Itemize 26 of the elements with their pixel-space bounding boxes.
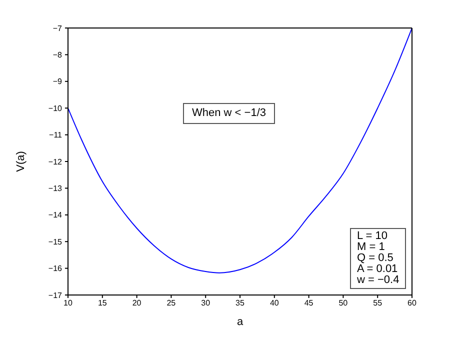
x-tick-label: 10 (64, 298, 73, 308)
annotation: When w < −1/3 (183, 103, 275, 124)
x-tick-label: 30 (201, 298, 211, 308)
x-tick-label: 55 (373, 298, 383, 308)
annotation: L = 10 M = 1 Q = 0.5 A = 0.01 w = −0.4 (350, 228, 406, 289)
x-tick-label: 40 (270, 298, 280, 308)
y-tick-label: −14 (48, 210, 63, 220)
y-tick-label: −7 (52, 24, 63, 33)
y-tick-label: −16 (48, 264, 63, 274)
y-tick-label: −11 (49, 130, 63, 140)
y-tick-label: −9 (52, 77, 63, 86)
y-tick-label: −8 (52, 50, 63, 60)
x-tick-label: 60 (408, 298, 417, 308)
y-tick-label: −10 (48, 104, 63, 113)
x-tick-label: 20 (132, 298, 142, 308)
y-tick-label: −15 (48, 237, 63, 246)
y-tick-label: −17 (48, 290, 63, 300)
x-tick-label: 15 (98, 298, 108, 308)
y-tick-label: −13 (48, 184, 63, 194)
x-tick-label: 35 (236, 298, 245, 308)
x-tick-label: 45 (304, 298, 314, 308)
x-axis-title: a (236, 316, 244, 328)
y-tick-label: −12 (48, 157, 63, 166)
x-tick-label: 50 (338, 298, 348, 308)
y-axis-title: V(a) (14, 151, 27, 172)
x-tick-label: 25 (166, 298, 176, 308)
